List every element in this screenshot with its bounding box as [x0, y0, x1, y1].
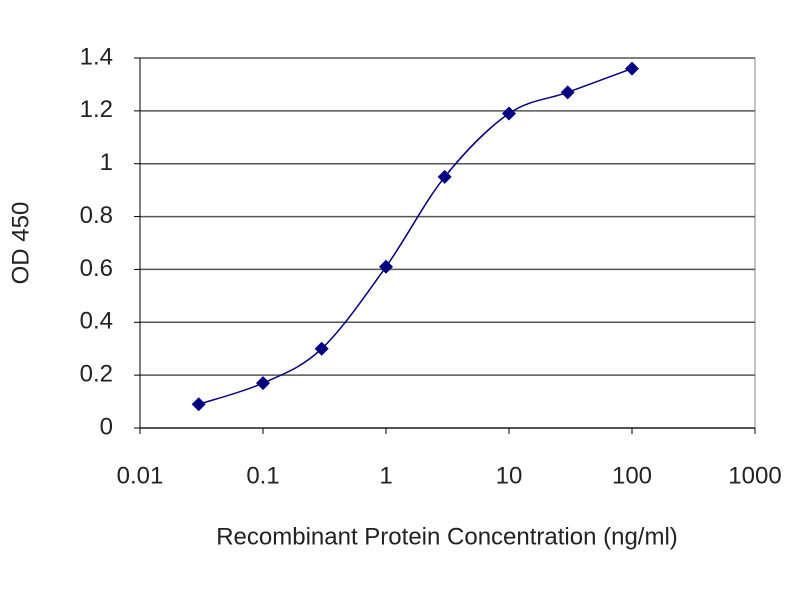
x-tick-label: 1000: [728, 462, 781, 489]
y-tick-label: 1.2: [80, 96, 113, 123]
data-point: [191, 397, 206, 412]
data-point: [625, 61, 639, 76]
y-tick-label: 1: [100, 149, 113, 176]
x-tick-label: 10: [496, 462, 523, 489]
y-tick-label: 0.8: [80, 202, 113, 229]
plot-frame: [139, 57, 756, 429]
y-tick-label: 0: [100, 413, 113, 440]
data-point: [256, 376, 270, 391]
data-point: [560, 85, 575, 100]
data-point: [314, 341, 329, 356]
y-tick-label: 0.2: [80, 360, 113, 387]
data-point: [437, 169, 452, 184]
x-tick-label: 100: [612, 462, 652, 489]
x-axis-label: Recombinant Protein Concentration (ng/ml…: [216, 523, 678, 550]
series-line: [198, 67, 633, 405]
data-point: [379, 259, 393, 274]
y-tick-label: 0.6: [80, 255, 113, 282]
y-axis-label: OD 450: [7, 202, 34, 285]
x-tick-label: 0.01: [117, 462, 164, 489]
x-tick-label: 0.1: [246, 462, 279, 489]
y-tick-label: 0.4: [80, 308, 113, 335]
x-tick-label: 1: [379, 462, 392, 489]
data-point: [502, 106, 516, 121]
y-tick-label: 1.4: [80, 43, 113, 70]
